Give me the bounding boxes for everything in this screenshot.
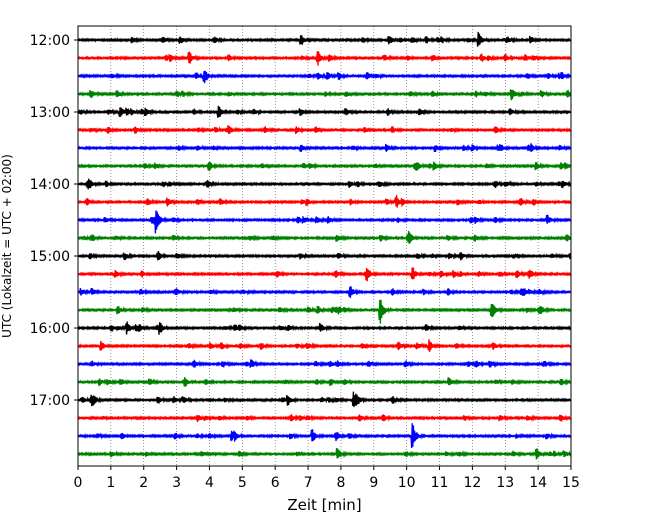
trace-row	[77, 210, 572, 234]
x-tick-label: 0	[74, 475, 83, 491]
trace-row	[77, 391, 572, 408]
trace-row	[77, 161, 572, 172]
x-tick-label: 10	[398, 475, 416, 491]
x-tick-label: 11	[431, 475, 449, 491]
x-tick-label: 4	[205, 475, 214, 491]
x-tick-label: 1	[106, 475, 115, 491]
x-tick-label: 9	[369, 475, 378, 491]
trace-row	[77, 230, 572, 244]
trace-row	[77, 125, 572, 135]
trace-row	[77, 89, 572, 101]
grid-lines	[110, 26, 539, 466]
x-tick-label: 8	[336, 475, 345, 491]
x-tick-label: 3	[172, 475, 181, 491]
y-tick-label: 12:00	[30, 33, 70, 49]
trace-row	[77, 448, 572, 460]
trace-row	[77, 321, 572, 335]
trace-row	[77, 195, 572, 208]
x-tick-label: 12	[463, 475, 481, 491]
plot-frame	[77, 25, 572, 467]
trace-row	[77, 105, 572, 118]
y-tick-label: 16:00	[30, 321, 70, 337]
trace-row	[77, 143, 572, 153]
x-axis-label: Zeit [min]	[287, 496, 361, 514]
y-tick-label: 17:00	[30, 393, 70, 409]
x-tick-label: 6	[271, 475, 280, 491]
trace-row	[77, 339, 572, 353]
x-tick-label: 5	[238, 475, 247, 491]
trace-row	[78, 31, 572, 47]
trace-row	[77, 267, 572, 282]
y-tick-label: 14:00	[30, 177, 70, 193]
trace-row	[77, 251, 572, 261]
trace-row	[77, 376, 572, 387]
trace-row	[77, 414, 572, 422]
trace-row	[77, 359, 572, 368]
x-tick-label: 7	[304, 475, 313, 491]
x-tick-label: 2	[139, 475, 148, 491]
x-tick-label: 13	[496, 475, 514, 491]
trace-row	[77, 70, 572, 84]
y-tick-label: 13:00	[30, 105, 70, 121]
trace-row	[77, 423, 572, 449]
y-axis: 12:00 13:00 14:00 15:00 16:00 17:00	[30, 33, 78, 409]
trace-row	[77, 286, 572, 298]
trace-row	[77, 178, 572, 190]
trace-row	[77, 299, 572, 324]
trace-layer	[77, 31, 572, 460]
x-tick-label: 14	[529, 475, 547, 491]
y-tick-label: 15:00	[30, 249, 70, 265]
trace-row	[77, 51, 572, 66]
x-axis: 0 1 2 3 4 5 6 7 8 9 10 11 12 13 14 15	[74, 466, 580, 491]
y-axis-label: UTC (Lokalzeit = UTC + 02:00)	[0, 154, 14, 338]
x-tick-label: 15	[562, 475, 580, 491]
